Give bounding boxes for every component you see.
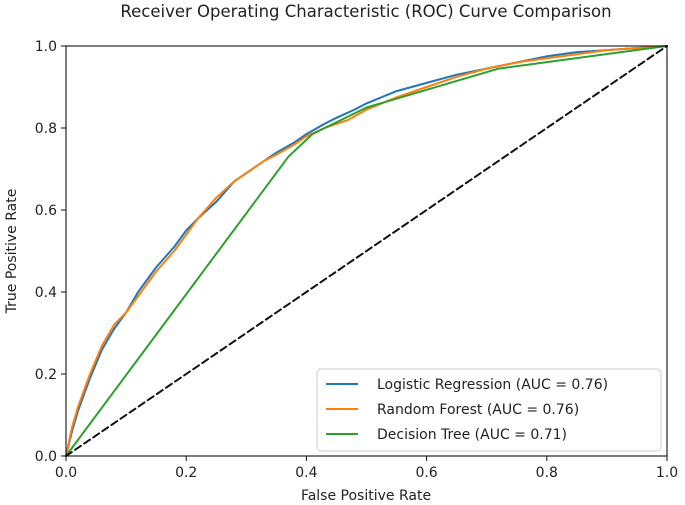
series-line-2 bbox=[65, 45, 668, 457]
series-line-1 bbox=[65, 45, 668, 457]
plot-area-frame bbox=[65, 45, 668, 457]
x-tick-label: 0.8 bbox=[536, 465, 558, 481]
x-tick-label: 1.0 bbox=[656, 465, 678, 481]
y-tick-label: 0.4 bbox=[35, 285, 57, 301]
y-tick-label: 0.2 bbox=[35, 367, 57, 383]
legend-box bbox=[316, 368, 662, 452]
y-tick-label: 0.6 bbox=[35, 203, 57, 219]
y-axis-label: True Positive Rate bbox=[4, 189, 20, 315]
y-tick-label: 0.0 bbox=[35, 449, 57, 465]
ticks-layer: 0.0 0.2 0.4 0.6 0.8 1.0 0.0 0.2 0.4 0.6 0.8 1.0 bbox=[35, 39, 678, 481]
legend: Logistic Regression (AUC = 0.76) Random F… bbox=[316, 368, 662, 452]
x-tick-label: 0.6 bbox=[415, 465, 437, 481]
series-layer bbox=[65, 45, 668, 457]
chance-diagonal-line bbox=[65, 45, 668, 457]
x-axis-label: False Positive Rate bbox=[301, 488, 431, 504]
legend-label-0: Logistic Regression (AUC = 0.76) bbox=[377, 377, 608, 393]
legend-label-2: Decision Tree (AUC = 0.71) bbox=[377, 427, 567, 443]
x-tick-label: 0.2 bbox=[175, 465, 197, 481]
y-tick-label: 1.0 bbox=[35, 39, 57, 55]
chart-title: Receiver Operating Characteristic (ROC) … bbox=[120, 2, 611, 21]
legend-label-1: Random Forest (AUC = 0.76) bbox=[377, 402, 579, 418]
x-tick-label: 0.4 bbox=[295, 465, 317, 481]
x-tick-label: 0.0 bbox=[55, 465, 77, 481]
y-tick-label: 0.8 bbox=[35, 121, 57, 137]
